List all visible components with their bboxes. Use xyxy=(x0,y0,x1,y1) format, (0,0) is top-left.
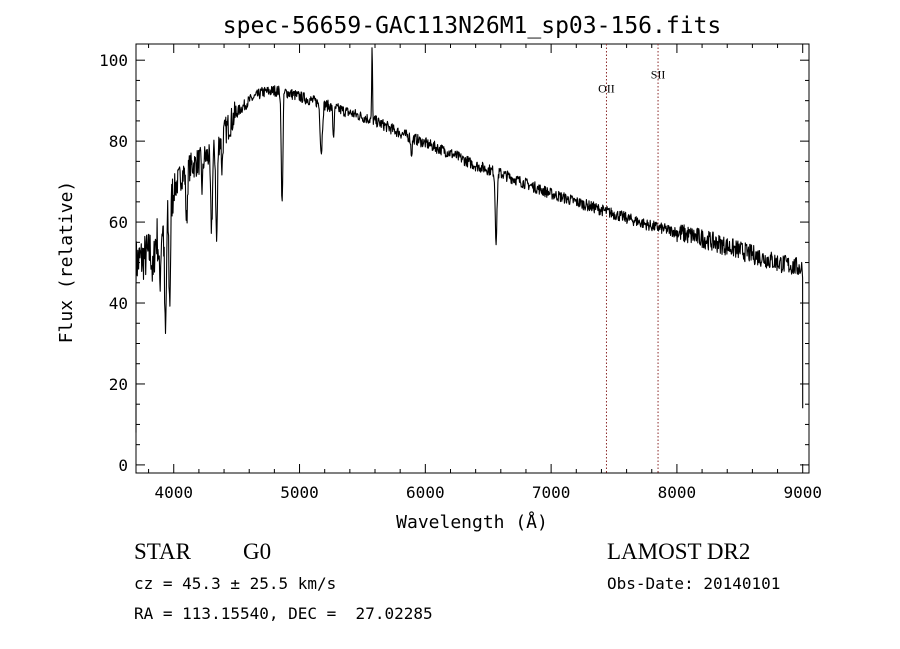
x-tick-label: 7000 xyxy=(532,483,571,502)
y-tick-label: 0 xyxy=(118,456,128,475)
y-tick-label: 20 xyxy=(109,375,128,394)
y-tick-label: 100 xyxy=(99,51,128,70)
y-axis-label: Flux (relative) xyxy=(56,181,77,344)
x-tick-label: 8000 xyxy=(658,483,697,502)
object-class: STAR xyxy=(134,539,191,564)
line-marker-label: OII xyxy=(598,82,615,96)
sky-coordinates: RA = 113.15540, DEC = 27.02285 xyxy=(134,604,433,623)
line-marker-label: SII xyxy=(651,67,666,81)
y-tick-label: 60 xyxy=(109,213,128,232)
x-axis-label: Wavelength (Å) xyxy=(396,511,548,533)
x-tick-label: 6000 xyxy=(406,483,445,502)
x-tick-label: 9000 xyxy=(783,483,822,502)
y-tick-label: 40 xyxy=(109,294,128,313)
redshift-readout: cz = 45.3 ± 25.5 km/s xyxy=(134,574,337,593)
object-subclass: G0 xyxy=(243,539,272,564)
survey-name: LAMOST DR2 xyxy=(607,539,751,564)
x-tick-label: 4000 xyxy=(154,483,193,502)
plot-axes xyxy=(135,43,810,474)
y-tick-label: 80 xyxy=(109,132,128,151)
x-tick-label: 5000 xyxy=(280,483,319,502)
spectrum-line xyxy=(135,47,804,433)
line-markers: OII SII xyxy=(598,44,665,473)
chart-title: spec-56659-GAC113N26M1_sp03-156.fits xyxy=(223,13,722,39)
tick-labels: 4000 5000 6000 7000 8000 9000 0 20 40 60 80 100 xyxy=(99,51,822,502)
observation-date: Obs-Date: 20140101 xyxy=(607,574,781,593)
plot-frame xyxy=(135,43,810,474)
